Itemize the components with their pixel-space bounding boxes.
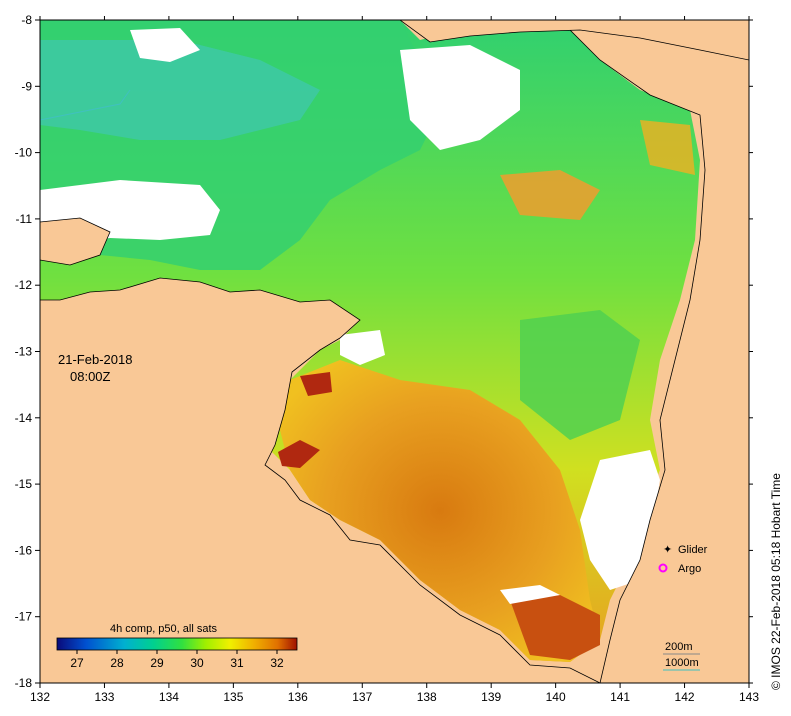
lon-tick-label: 139 <box>481 690 501 704</box>
date-label: 21-Feb-2018 <box>58 352 132 367</box>
depth-200-label: 200m <box>665 641 693 653</box>
warm-patch-e <box>640 120 695 175</box>
lon-tick-label: 134 <box>159 690 179 704</box>
hot-spot-west <box>300 372 332 396</box>
colorbar <box>56 637 298 651</box>
lon-tick-label: 136 <box>288 690 308 704</box>
time-label: 08:00Z <box>70 369 111 384</box>
cyan-band <box>40 40 320 140</box>
lon-tick-label: 137 <box>352 690 372 704</box>
depth-1000-label: 1000m <box>665 657 699 669</box>
argo-marker-icon <box>658 563 668 573</box>
no-data-north <box>400 45 520 150</box>
lat-tick-label: -11 <box>16 212 33 226</box>
no-data-south <box>500 585 560 604</box>
glider-marker-icon: ✦ <box>663 544 672 556</box>
lat-tick-label: -13 <box>15 345 33 359</box>
imos-credit: © IMOS 22-Feb-2018 05:18 Hobart Time <box>769 473 783 690</box>
lat-tick-label: -10 <box>15 146 33 160</box>
land-new-guinea <box>399 20 749 61</box>
lat-tick-label: -15 <box>15 477 33 491</box>
colorbar-tick-label: 32 <box>270 656 284 670</box>
lat-tick-label: -12 <box>15 278 33 292</box>
hot-spot-south <box>510 595 600 660</box>
platform-legend: ✦ Glider Argo <box>658 544 708 575</box>
lon-tick-label: 142 <box>675 690 695 704</box>
no-data-east <box>580 450 660 590</box>
lat-tick-label: -14 <box>15 411 33 425</box>
lon-tick-label: 132 <box>30 690 50 704</box>
lon-tick-label: 138 <box>417 690 437 704</box>
glider-label: Glider <box>678 544 708 556</box>
lat-tick-label: -9 <box>21 79 32 93</box>
colorbar-ticks: 27 28 29 30 31 32 <box>70 650 284 670</box>
latitude-axis: -8 -9 -10 -11 -12 -13 -14 -15 -16 -17 -18 <box>15 13 753 690</box>
lon-tick-label: 133 <box>94 690 114 704</box>
colorbar-tick-label: 31 <box>230 656 244 670</box>
warm-core <box>280 360 600 662</box>
lat-tick-label: -18 <box>15 676 33 690</box>
land-arnhem <box>40 277 601 683</box>
colorbar-tick-label: 28 <box>110 656 124 670</box>
lon-tick-label: 141 <box>610 690 630 704</box>
land-cape-york <box>559 20 749 683</box>
depth-legend: 200m 1000m <box>663 641 700 671</box>
colorbar-tick-label: 29 <box>150 656 164 670</box>
lat-tick-label: -8 <box>21 13 32 27</box>
colorbar-title: 4h comp, p50, all sats <box>110 623 218 635</box>
lon-tick-label: 135 <box>223 690 243 704</box>
map-plot-area <box>40 20 749 683</box>
longitude-axis: 132 133 134 135 136 137 138 139 140 141 142 143 <box>30 16 759 704</box>
colorbar-tick-label: 27 <box>70 656 84 670</box>
warm-patch-ne <box>500 170 600 220</box>
lon-tick-label: 143 <box>739 690 759 704</box>
colorbar-tick-label: 30 <box>190 656 204 670</box>
hot-spot-west2 <box>278 440 320 468</box>
contour-1000m <box>40 89 131 121</box>
land-island-west <box>40 217 111 266</box>
no-data-northwest <box>130 28 200 62</box>
green-patch-east <box>520 310 640 440</box>
lon-tick-label: 140 <box>546 690 566 704</box>
argo-label: Argo <box>678 563 701 575</box>
no-data-southwest <box>340 330 385 365</box>
lat-tick-label: -16 <box>15 543 33 557</box>
lat-tick-label: -17 <box>15 610 33 624</box>
